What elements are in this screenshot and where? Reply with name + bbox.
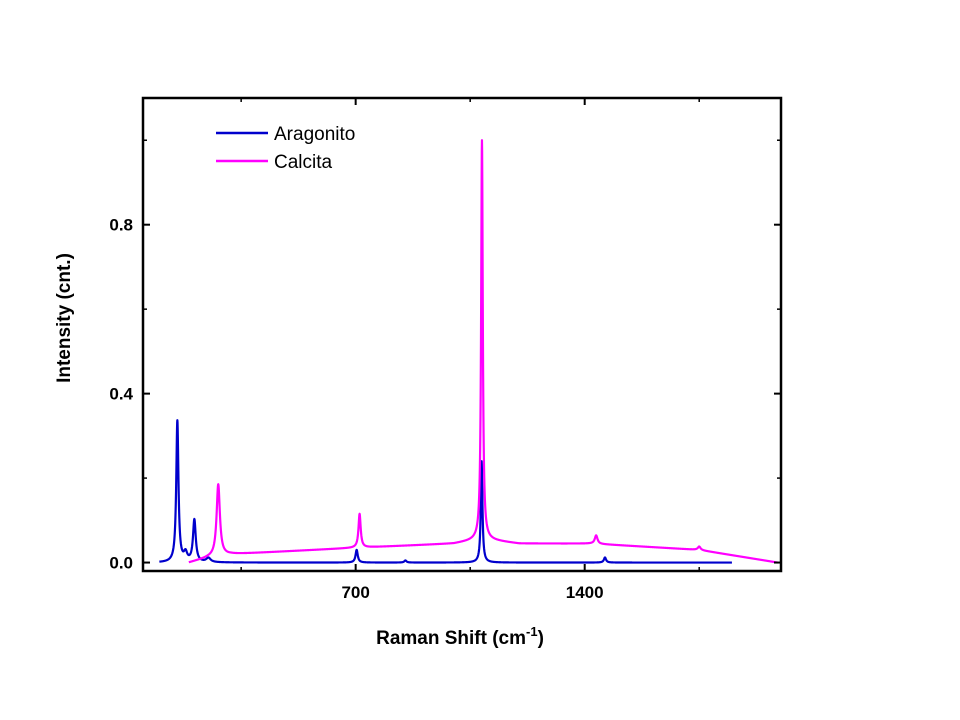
y-tick-label: 0.8 [109, 216, 133, 235]
x-axis-title-close: ) [538, 628, 544, 649]
x-axis-title-main: Raman Shift (cm [376, 628, 526, 649]
x-axis-title-superscript: -1 [526, 624, 538, 639]
y-axis-title: Intensity (cnt.) [54, 253, 75, 383]
series-line-calcita [187, 139, 779, 564]
series-layer [158, 139, 779, 564]
legend: Aragonito Calcita [216, 124, 355, 173]
series-line-aragonito [158, 419, 733, 564]
y-tick-label: 0.0 [109, 554, 133, 573]
tick-layer: 0.0 0.4 0.8 700 1400 [109, 98, 781, 602]
y-tick-label: 0.4 [109, 385, 133, 404]
x-tick-label: 1400 [566, 583, 604, 602]
legend-label-aragonito: Aragonito [274, 124, 355, 145]
x-axis-title: Raman Shift (cm-1) [376, 624, 544, 649]
legend-label-calcita: Calcita [274, 152, 333, 173]
plot-frame [141, 96, 783, 573]
x-tick-label: 700 [341, 583, 369, 602]
